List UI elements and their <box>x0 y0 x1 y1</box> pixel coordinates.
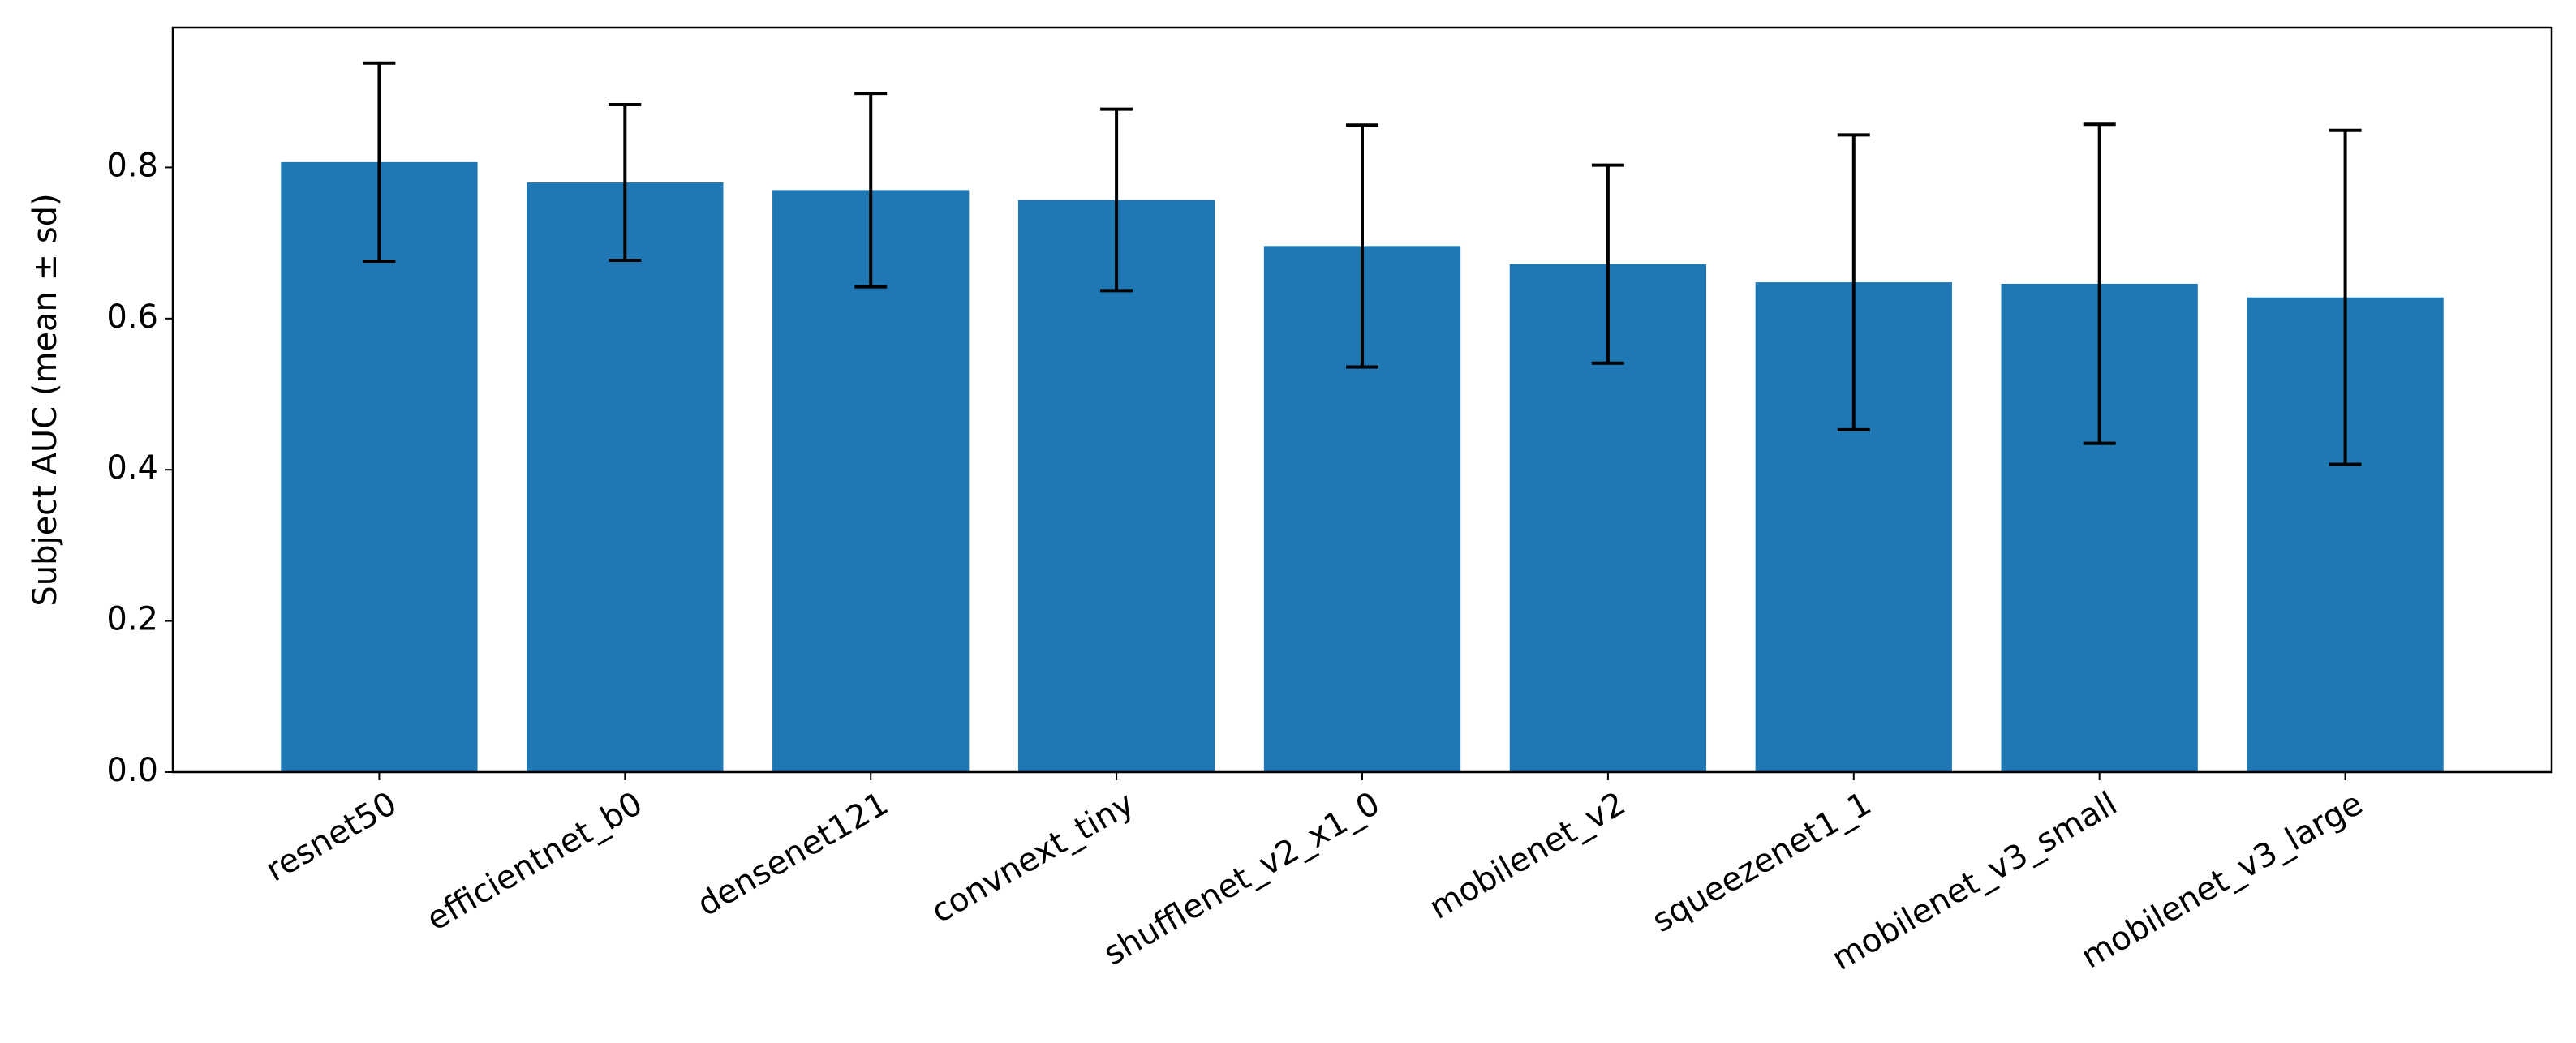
y-tick-label: 0.4 <box>106 449 158 487</box>
y-tick-label: 0.2 <box>106 601 158 638</box>
error-bar <box>1591 163 1624 365</box>
error-bar <box>1346 123 1378 369</box>
x-tick-label: resnet50 <box>260 785 403 890</box>
y-tick-label: 0.0 <box>106 752 158 789</box>
error-bar <box>363 61 396 263</box>
bar <box>281 161 478 772</box>
y-axis-label: Subject AUC (mean ± sd) <box>27 193 64 606</box>
bar <box>1017 200 1215 773</box>
plot-frame <box>171 26 2553 774</box>
error-bar <box>854 92 888 289</box>
y-tick-label: 0.6 <box>106 298 158 336</box>
error-bar <box>2083 122 2116 445</box>
x-tick-label: mobilenet_v2 <box>1423 785 1632 927</box>
bar <box>527 182 724 772</box>
x-tick-label: squeezenet1_1 <box>1646 785 1877 940</box>
error-bar <box>2329 128 2362 466</box>
x-tick-label: convnext_tiny <box>925 785 1140 931</box>
error-bar <box>1100 107 1133 293</box>
error-bar <box>609 103 642 263</box>
x-tick-label: densenet121 <box>691 785 895 924</box>
x-tick-label: efficientnet_b0 <box>420 785 649 938</box>
error-bar <box>1837 133 1870 431</box>
y-tick-label: 0.8 <box>106 147 158 184</box>
x-tick-label: shufflenet_v2_x1_0 <box>1098 785 1387 973</box>
